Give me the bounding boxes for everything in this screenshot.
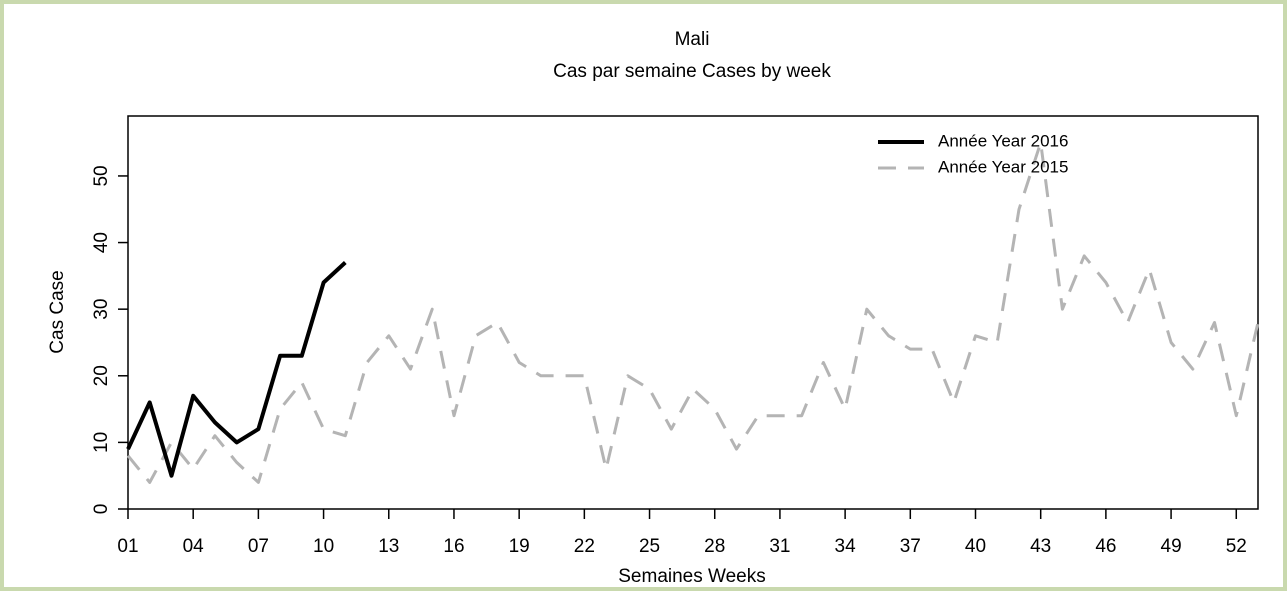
y-tick-label: 50 [91,165,112,186]
y-tick-label: 20 [91,365,112,386]
x-tick-label: 25 [639,536,660,557]
series-line [126,141,1260,484]
legend-label: Année Year 2016 [938,131,1068,150]
x-tick-label: 49 [1161,536,1182,557]
y-axis-label: Cas Case [47,270,68,353]
chart-subtitle: Cas par semaine Cases by week [553,61,831,82]
chart-title: Mali [675,29,710,50]
y-tick-label: 30 [91,299,112,320]
x-tick-label: 43 [1030,536,1051,557]
x-tick-label: 10 [313,536,334,557]
x-tick-label: 31 [769,536,790,557]
x-tick-label: 52 [1226,536,1247,557]
x-tick-label: 07 [248,536,269,557]
y-tick-label: 40 [91,232,112,253]
x-tick-label: 46 [1095,536,1116,557]
y-tick-label: 10 [91,432,112,453]
x-tick-label: 19 [509,536,530,557]
x-axis-label: Semaines Weeks [618,566,766,587]
x-tick-label: 37 [900,536,921,557]
x-tick-label: 22 [574,536,595,557]
legend-label: Année Year 2015 [938,157,1068,176]
x-tick-label: 34 [835,536,857,557]
x-tick-label: 28 [704,536,725,557]
series-line [126,261,347,478]
x-tick-label: 13 [378,536,399,557]
x-tick-label: 01 [117,536,138,557]
x-tick-label: 16 [443,536,464,557]
plot-area [127,115,1259,510]
y-tick-label: 0 [91,504,112,515]
x-tick-label: 04 [183,536,205,557]
x-tick-label: 40 [965,536,986,557]
